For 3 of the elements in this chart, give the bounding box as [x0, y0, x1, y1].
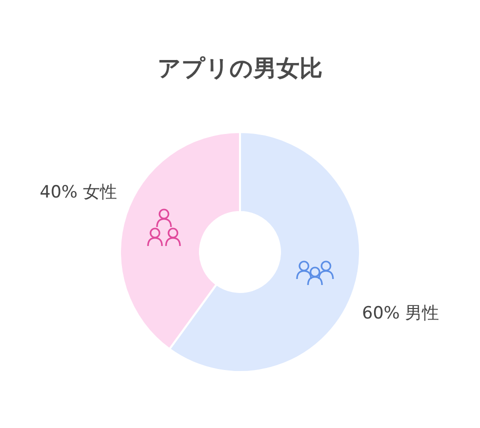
chart-title: アプリの男女比 — [158, 56, 322, 82]
slice-label: 40% 女性 — [40, 182, 117, 203]
slice-label: 60% 男性 — [362, 303, 440, 324]
